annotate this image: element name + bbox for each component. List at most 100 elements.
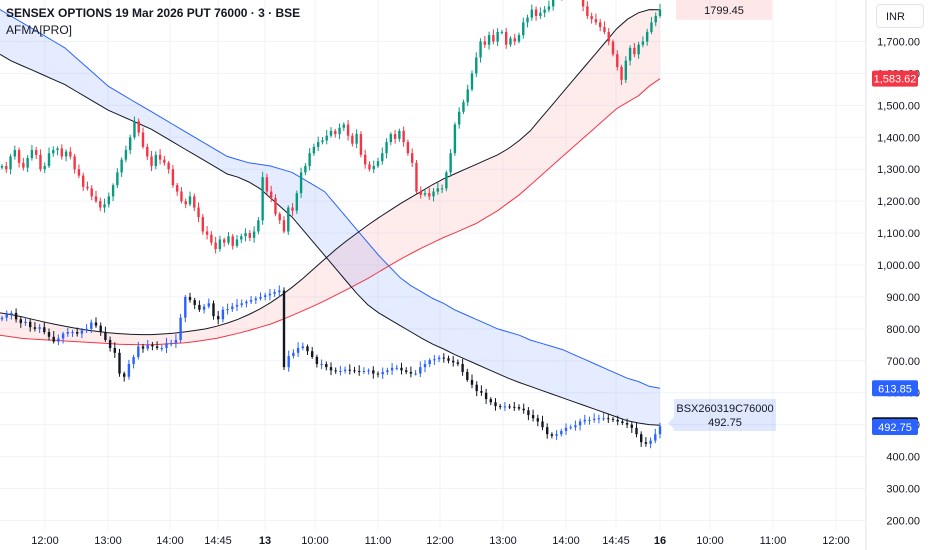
candle-body (436, 188, 440, 192)
candle (479, 38, 482, 63)
candle-body (86, 186, 89, 189)
candle (564, 423, 568, 435)
candle (590, 12, 593, 24)
candle (594, 13, 598, 25)
candle-body (43, 327, 46, 333)
candle-body (235, 239, 239, 246)
candle (212, 300, 215, 320)
candle (52, 331, 55, 344)
candle-body (231, 306, 234, 310)
candle-body (487, 35, 491, 45)
candle-body (419, 191, 422, 195)
candle-body (231, 236, 234, 246)
x-tick-label: 13:00 (489, 535, 517, 547)
candle-body (402, 130, 405, 143)
candle-body (462, 102, 465, 112)
candle (77, 164, 81, 179)
price-label-put-band-label: 1799.45 (676, 0, 772, 20)
candle (179, 313, 182, 343)
candle (205, 226, 209, 240)
candle-body (423, 193, 427, 195)
candle-body (212, 303, 215, 317)
candle-body (432, 191, 435, 197)
candle (389, 132, 393, 146)
candle (616, 50, 619, 71)
x-tick-label: 13:00 (94, 535, 122, 547)
candle-body (295, 193, 299, 211)
candle (193, 193, 196, 212)
candle (449, 149, 452, 177)
candle-body (603, 27, 606, 32)
call-label-pointer (668, 416, 674, 429)
candle-body (586, 6, 589, 16)
candle (235, 299, 239, 311)
candle-body (13, 150, 17, 157)
candle (85, 324, 88, 334)
candle-body (124, 150, 128, 160)
candle-body (452, 360, 455, 363)
candle (174, 334, 178, 349)
candle-body (171, 169, 175, 186)
candle-body (269, 191, 273, 198)
candle (372, 366, 375, 379)
candle-body (265, 177, 269, 192)
candle-body (351, 135, 354, 144)
candle (287, 205, 290, 235)
x-tick-label: 11:00 (760, 535, 787, 547)
candle-body (292, 352, 295, 356)
candle (658, 422, 662, 439)
candle-body (381, 371, 384, 375)
candle (184, 295, 187, 323)
candle-body (133, 121, 136, 138)
candle-body (602, 418, 605, 420)
candle-body (316, 142, 320, 147)
candle-body (390, 367, 394, 371)
candle-body (150, 156, 153, 167)
candle-body (381, 153, 384, 162)
candle-body (264, 295, 267, 297)
y-tick-label: 1,100.00 (877, 228, 920, 240)
candle (466, 84, 469, 106)
candle (167, 160, 170, 174)
currency-button[interactable]: INR (876, 4, 924, 28)
candle (273, 289, 276, 297)
candle-body (299, 172, 303, 194)
candle (597, 414, 601, 424)
price-label-text: 1,583.62 (874, 74, 917, 86)
candle (64, 149, 68, 162)
candle (602, 412, 605, 421)
candle (334, 367, 337, 374)
candle-body (414, 373, 417, 375)
candle-body (179, 317, 182, 341)
candle-body (534, 9, 538, 16)
candle-body (312, 146, 316, 154)
y-tick-label: 1,000.00 (877, 260, 920, 272)
put-band-label-box (676, 0, 772, 20)
candle (171, 165, 175, 188)
candle-body (320, 363, 323, 365)
candle (282, 287, 286, 371)
candle-body (52, 150, 55, 154)
price-label-box (872, 70, 918, 87)
candle (475, 381, 478, 397)
candle-body (311, 351, 314, 357)
afma-bands (0, 9, 661, 426)
candle (210, 231, 213, 246)
candle (291, 203, 294, 216)
candle (14, 308, 18, 323)
candle (581, 0, 585, 12)
candle-body (551, 0, 555, 7)
candle (423, 360, 427, 373)
candle (527, 407, 530, 421)
candle-body (466, 371, 469, 380)
candle (226, 303, 229, 315)
candle-body (315, 356, 319, 364)
candle (111, 183, 115, 202)
candle-body (38, 327, 41, 329)
candle-body (389, 134, 393, 143)
candle-body (635, 427, 638, 435)
candle-body (39, 154, 42, 170)
candle (499, 403, 502, 410)
